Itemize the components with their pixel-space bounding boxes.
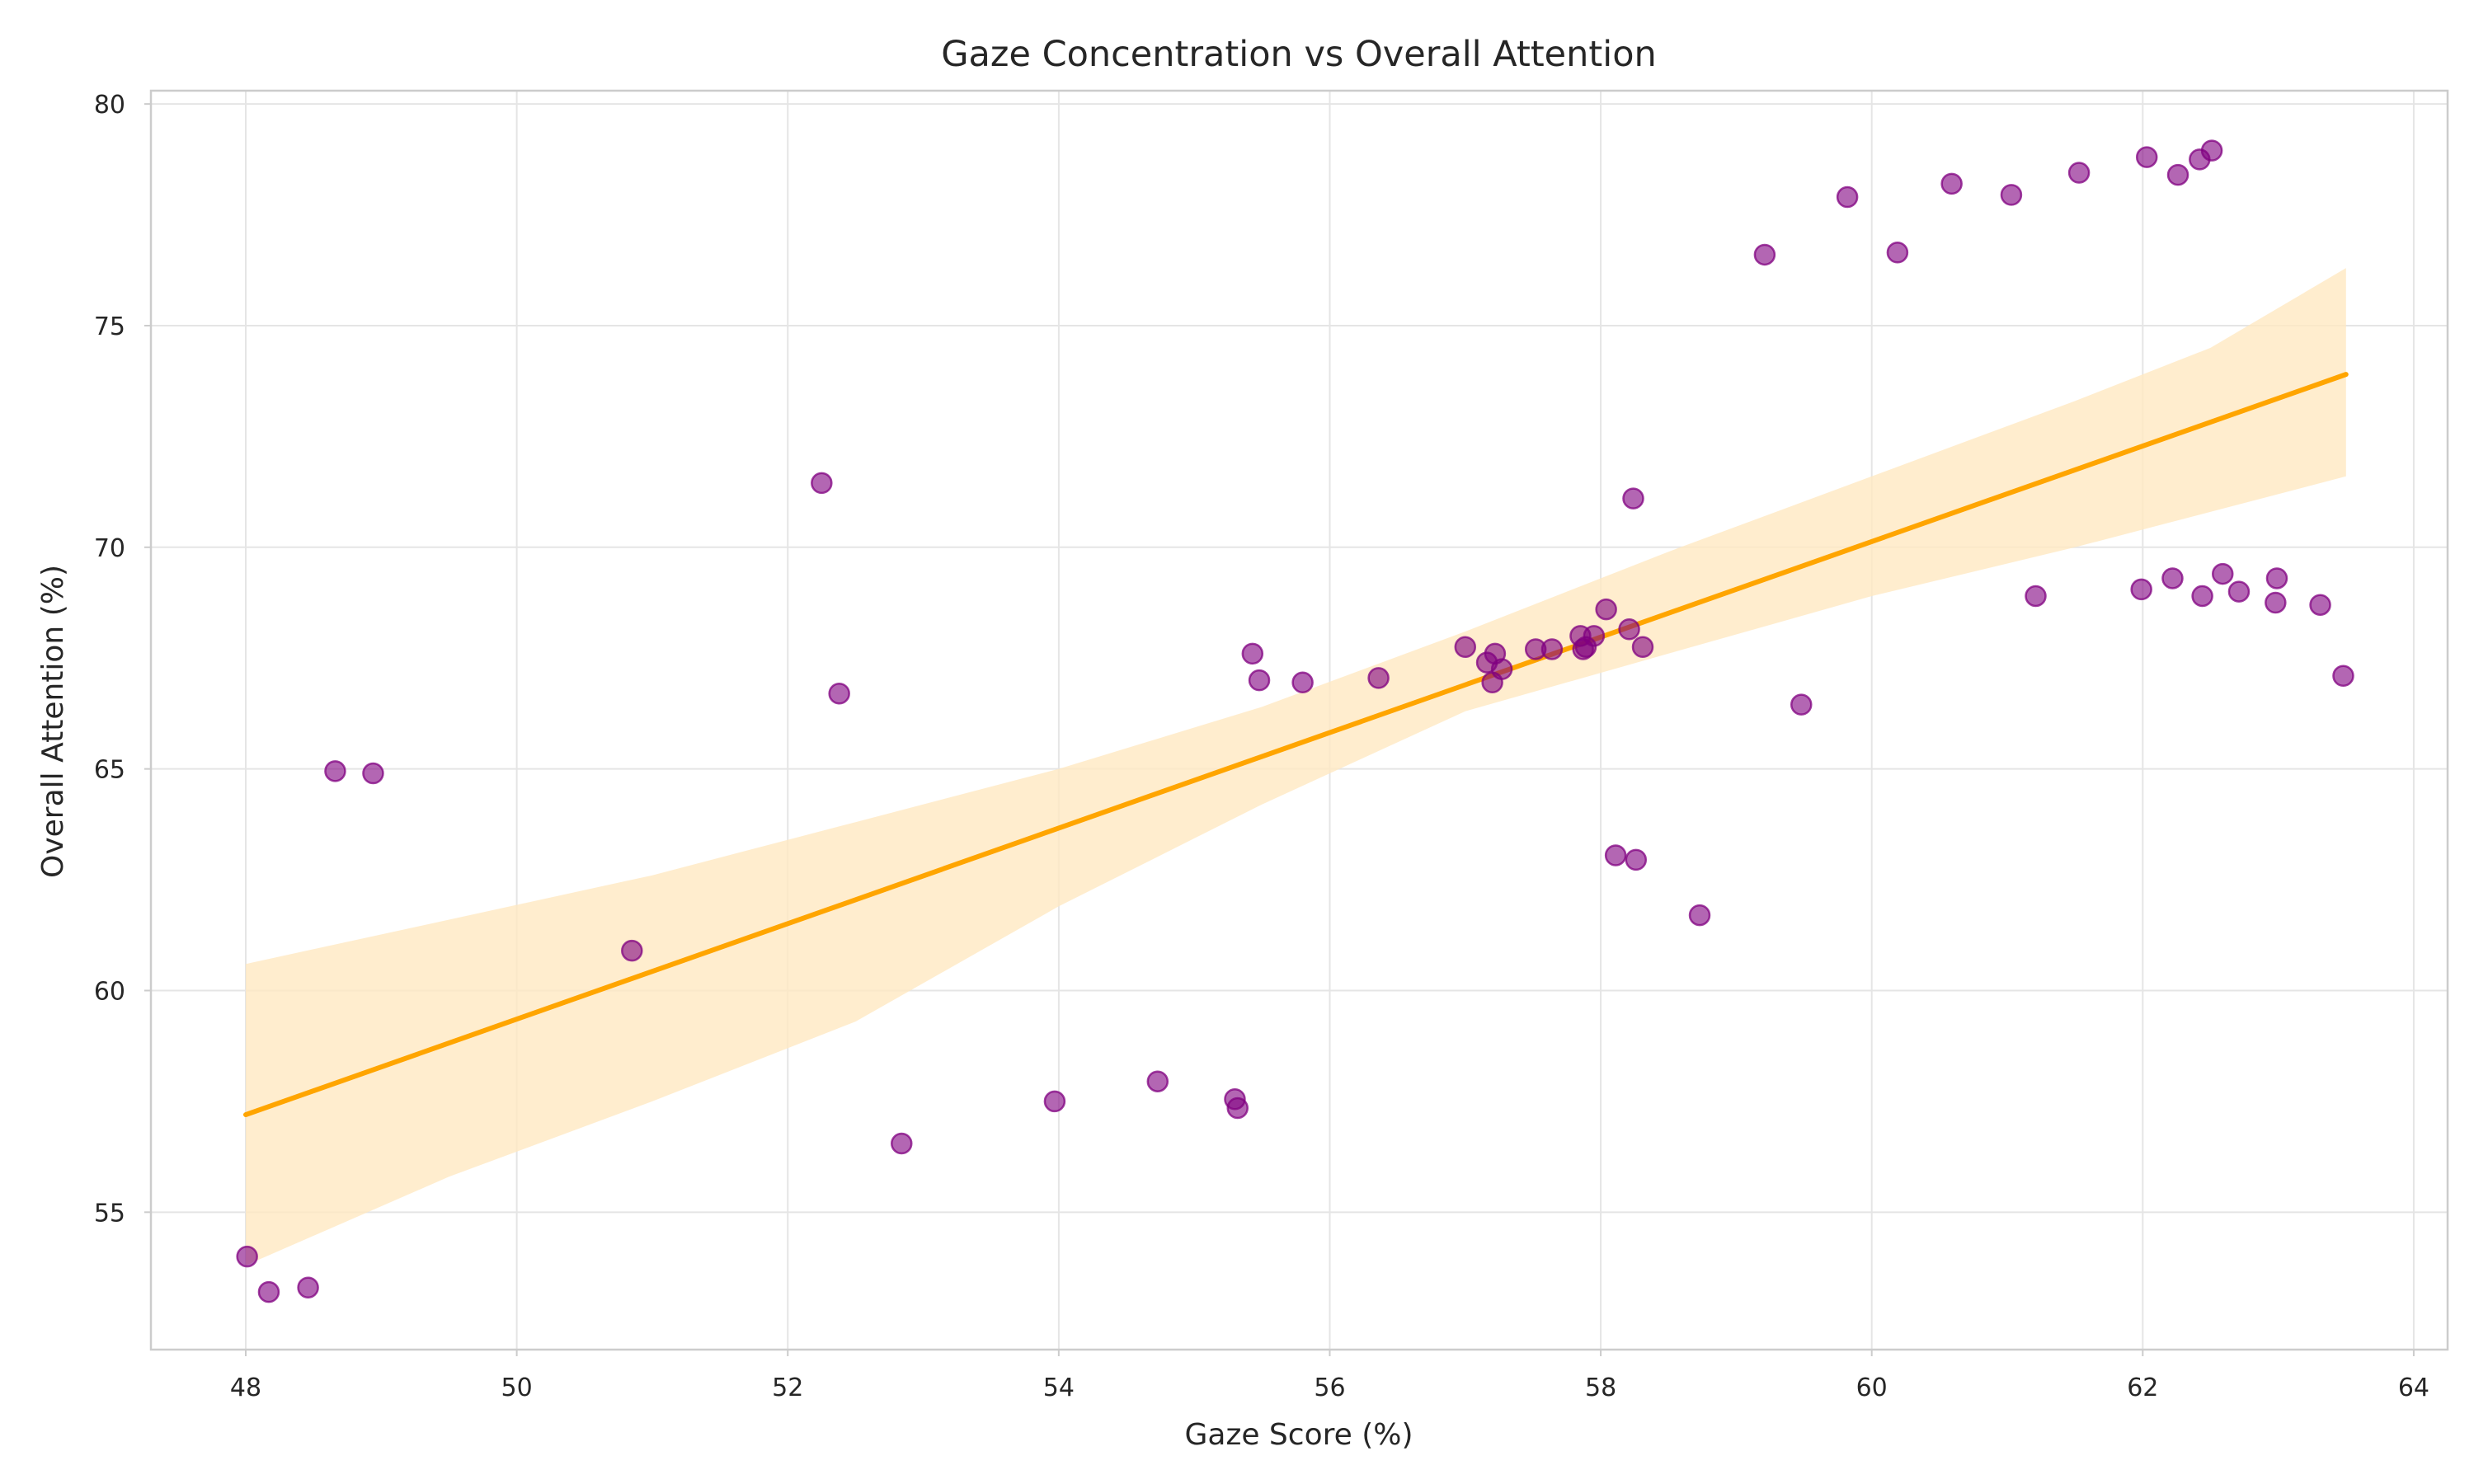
y-tick-label: 60 [94,977,125,1006]
confidence-band-area [246,268,2346,1266]
data-point [1595,598,1617,621]
x-tick-label: 50 [501,1374,533,1402]
data-point [828,682,850,705]
regression-line [243,372,2349,1118]
data-point [2135,146,2158,168]
x-axis-ticks: 48 50 52 54 56 58 60 62 64 [230,1350,2429,1402]
data-point [1940,172,1963,195]
data-point [2332,665,2354,687]
data-point [2067,162,2091,184]
x-tick-label: 58 [1585,1374,1616,1402]
y-axis-ticks: 55 60 65 70 75 80 [94,91,151,1228]
y-tick-label: 80 [94,91,125,120]
x-tick-label: 52 [772,1374,803,1402]
x-axis-label: Gaze Score (%) [1184,1418,1413,1452]
data-points [236,139,2354,1303]
data-point [1583,625,1606,647]
data-point [1618,618,1640,641]
data-point [1540,638,1564,660]
data-point [2191,585,2213,608]
chart-title: Gaze Concentration vs Overall Attention [941,34,1657,75]
data-point [297,1276,319,1298]
data-point [2166,163,2189,186]
data-point [2000,184,2023,206]
y-tick-label: 75 [94,312,125,341]
data-point [2265,591,2287,614]
data-point [1146,1070,1169,1092]
data-point [1688,904,1711,927]
y-tick-label: 70 [94,534,125,563]
y-tick-label: 55 [94,1199,125,1228]
data-point [1043,1090,1066,1113]
x-tick-label: 60 [1856,1374,1888,1402]
data-point [2161,567,2184,589]
x-tick-label: 54 [1043,1374,1075,1402]
plot-frame [149,89,2449,1351]
data-point [1753,243,1776,266]
data-point [1490,658,1513,680]
data-point [1248,669,1271,692]
confidence-band [246,268,2346,1266]
data-point [1226,1097,1249,1120]
y-tick-label: 65 [94,756,125,785]
data-point [2212,562,2234,585]
data-point [1454,636,1477,659]
data-point [1604,844,1627,866]
data-point [1622,487,1644,510]
y-axis-label: Overall Attention (%) [36,565,70,878]
data-point [236,1245,258,1268]
data-point [621,939,643,962]
x-tick-label: 64 [2398,1374,2429,1402]
data-point [1836,186,1859,209]
data-point [2265,567,2288,589]
data-point [1625,848,1648,871]
x-tick-label: 48 [230,1374,261,1402]
data-point [362,762,384,785]
data-point [2130,578,2152,601]
data-point [2227,580,2251,603]
data-point [1241,642,1264,665]
x-tick-label: 56 [1314,1374,1345,1402]
data-point [324,760,346,782]
data-point [257,1280,280,1303]
data-point [1631,636,1654,659]
data-point [1367,667,1390,689]
data-point [1886,242,1909,264]
data-point [811,472,833,495]
data-point [2200,139,2223,162]
x-tick-label: 62 [2127,1374,2158,1402]
data-point [1291,671,1314,694]
data-point [891,1132,913,1155]
data-point [1790,693,1813,716]
data-point [2309,594,2331,616]
regression-line-group [243,372,2349,1118]
data-point [2025,585,2047,608]
